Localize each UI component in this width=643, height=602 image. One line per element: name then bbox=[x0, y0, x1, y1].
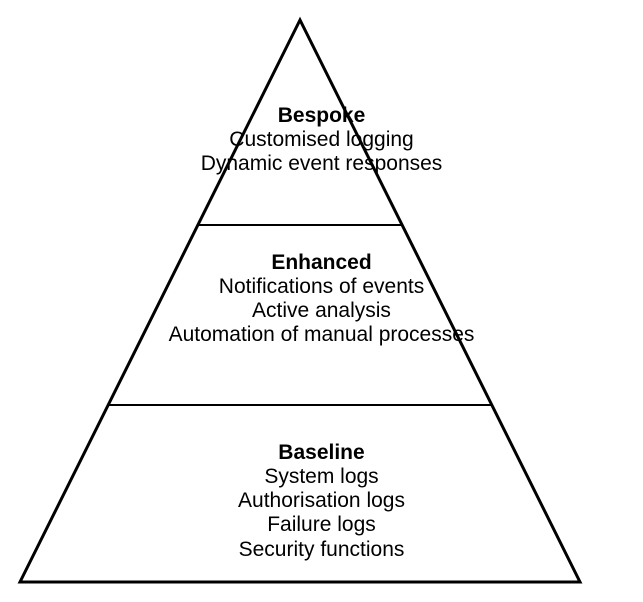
tier-baseline-line-1: Authorisation logs bbox=[0, 489, 643, 513]
tier-enhanced-line-0: Notifications of events bbox=[0, 275, 643, 299]
tier-bespoke-line-0: Customised logging bbox=[0, 128, 643, 152]
tier-enhanced-title: Enhanced bbox=[0, 251, 643, 275]
tier-baseline-line-2: Failure logs bbox=[0, 513, 643, 537]
tier-baseline-line-0: System logs bbox=[0, 465, 643, 489]
tier-enhanced-line-2: Automation of manual processes bbox=[0, 323, 643, 347]
tier-bespoke-title: Bespoke bbox=[0, 104, 643, 128]
pyramid-diagram: Bespoke Customised loggingDynamic event … bbox=[0, 0, 643, 602]
tier-enhanced: Enhanced Notifications of eventsActive a… bbox=[0, 251, 643, 348]
tier-baseline-line-3: Security functions bbox=[0, 538, 643, 562]
tier-baseline-title: Baseline bbox=[0, 441, 643, 465]
tier-bespoke: Bespoke Customised loggingDynamic event … bbox=[0, 104, 643, 176]
tier-bespoke-line-1: Dynamic event responses bbox=[0, 152, 643, 176]
tier-baseline: Baseline System logsAuthorisation logsFa… bbox=[0, 441, 643, 562]
tier-enhanced-line-1: Active analysis bbox=[0, 299, 643, 323]
